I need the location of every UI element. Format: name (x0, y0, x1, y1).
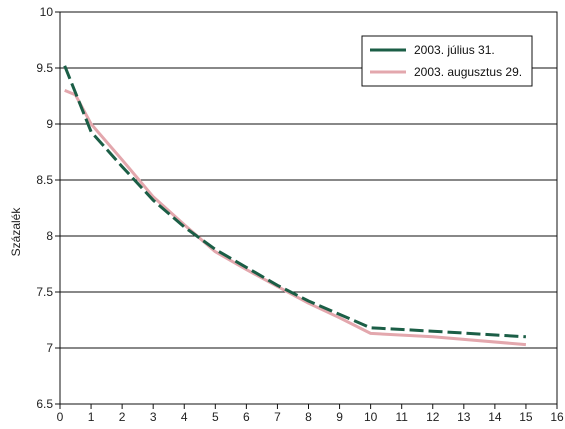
y-tick-label: 7.5 (36, 285, 53, 299)
y-tick-label: 9.5 (36, 61, 53, 75)
gridlines (60, 11, 557, 405)
x-tick-label: 16 (550, 410, 564, 424)
y-tick-label: 8.5 (36, 173, 53, 187)
legend-label-series-2: 2003. augusztus 29. (414, 65, 522, 79)
series-line-2 (64, 89, 527, 347)
x-tick-label: 15 (519, 410, 533, 424)
x-tick-label: 9 (336, 410, 343, 424)
x-tick-label: 12 (426, 410, 440, 424)
series-lines (63, 65, 527, 347)
x-tick-label: 8 (305, 410, 312, 424)
y-tick-label: 8 (46, 229, 53, 243)
x-tick-label: 7 (274, 410, 281, 424)
legend: 2003. július 31. 2003. augusztus 29. (361, 35, 533, 87)
x-tick-label: 6 (243, 410, 250, 424)
legend-box (361, 35, 533, 87)
y-axis-label: Százalék (9, 207, 23, 257)
x-axis: 0 1 2 3 4 5 6 7 8 9 10 11 12 13 14 15 16 (57, 404, 564, 424)
x-tick-label: 3 (150, 410, 157, 424)
y-tick-label: 6.5 (36, 397, 53, 411)
x-tick-label: 5 (212, 410, 219, 424)
x-tick-label: 4 (181, 410, 188, 424)
y-tick-label: 7 (46, 341, 53, 355)
x-tick-label: 14 (488, 410, 502, 424)
y-axis: 6.5 7 7.5 8 8.5 9 9.5 10 (36, 5, 60, 411)
y-tick-label: 9 (46, 117, 53, 131)
x-tick-label: 2 (119, 410, 126, 424)
legend-label-series-1: 2003. július 31. (414, 43, 495, 57)
x-tick-label: 0 (57, 410, 64, 424)
x-tick-label: 10 (364, 410, 378, 424)
x-tick-label: 1 (88, 410, 95, 424)
x-tick-label: 11 (395, 410, 408, 424)
series-line-1 (63, 65, 526, 339)
x-tick-label: 13 (457, 410, 471, 424)
y-tick-label: 10 (40, 5, 54, 19)
